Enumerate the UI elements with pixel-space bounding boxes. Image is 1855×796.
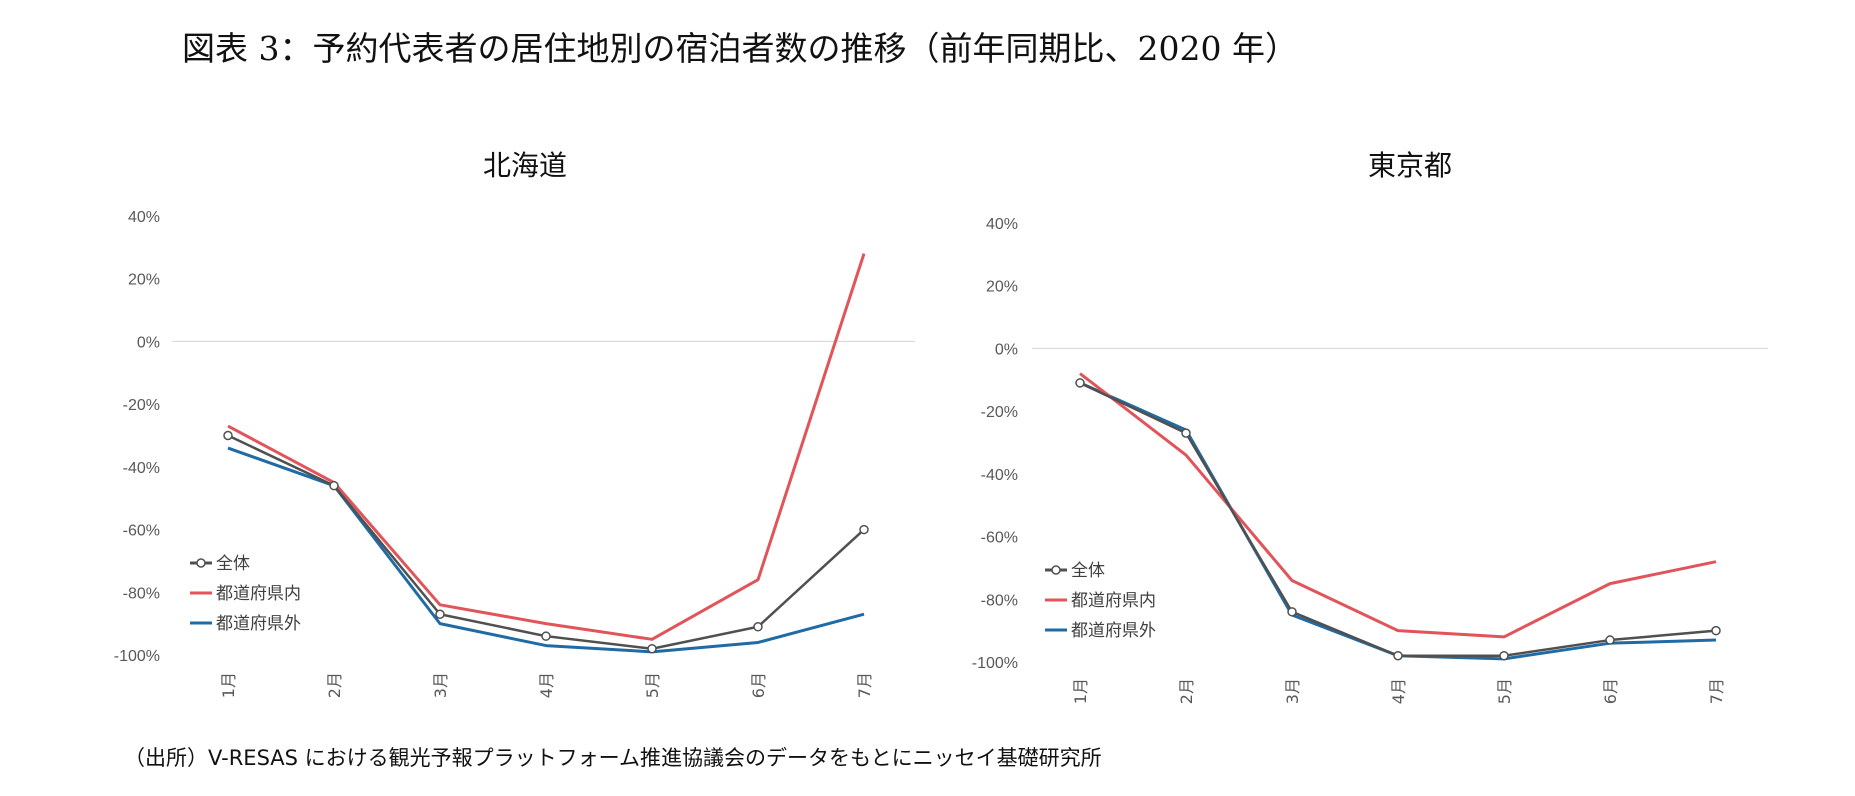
y-tick-label: 0% <box>995 341 1018 358</box>
x-tick-label: 2月 <box>325 672 344 698</box>
y-tick-label: -80% <box>981 592 1018 609</box>
x-tick-label: 1月 <box>1071 678 1090 704</box>
legend-label: 全体 <box>1071 561 1105 581</box>
chart-title: 北海道 <box>483 149 567 182</box>
data-point <box>647 643 657 654</box>
x-tick-label: 2月 <box>1177 678 1196 704</box>
data-point <box>753 622 763 632</box>
x-tick-label: 4月 <box>537 672 556 698</box>
data-point <box>1181 428 1191 438</box>
series-line-2 <box>1079 381 1717 661</box>
y-tick-label: 20% <box>986 279 1018 296</box>
data-point <box>329 480 339 491</box>
data-point <box>1075 378 1085 388</box>
x-tick-label: 3月 <box>431 672 450 698</box>
x-tick-label: 5月 <box>1495 678 1514 704</box>
figure-source: （出所）V-RESAS における観光予報プラットフォーム推進協議会のデータをもと… <box>124 746 1102 770</box>
chart-title: 東京都 <box>1368 149 1452 182</box>
x-tick-label: 1月 <box>219 672 238 698</box>
y-tick-label: -80% <box>123 585 160 602</box>
y-tick-label: 40% <box>986 216 1018 233</box>
y-tick-label: -40% <box>123 460 160 477</box>
y-tick-label: 40% <box>128 209 160 226</box>
figure-title: 図表 3：予約代表者の居住地別の宿泊者数の推移（前年同期比、2020 年） <box>182 29 1298 68</box>
series-line-1 <box>1079 372 1717 639</box>
x-tick-label: 7月 <box>855 672 874 698</box>
data-point <box>1499 650 1509 661</box>
data-point <box>1287 607 1297 617</box>
legend-label: 都道府県内 <box>216 584 301 604</box>
chart-hokkaido: 北海道 40% 20% 0% -20% -40% -60% -80% -100% 1月 2月 3月 4月… <box>114 149 915 698</box>
data-point <box>1711 625 1721 636</box>
data-point <box>1605 635 1615 645</box>
y-tick-label: -100% <box>114 648 160 665</box>
y-tick-label: -100% <box>972 655 1018 672</box>
y-tick-label: -60% <box>981 530 1018 547</box>
legend-marker <box>1051 565 1061 575</box>
x-tick-label: 7月 <box>1707 678 1726 704</box>
legend-marker <box>196 558 206 568</box>
y-tick-label: -40% <box>981 467 1018 484</box>
series-line-0 <box>227 434 865 650</box>
data-point <box>435 609 445 619</box>
x-tick-label: 6月 <box>749 672 768 698</box>
y-tick-label: 20% <box>128 272 160 289</box>
data-point <box>541 631 551 641</box>
y-tick-label: 0% <box>137 334 160 351</box>
x-tick-label: 4月 <box>1389 678 1408 704</box>
data-point <box>223 430 233 441</box>
chart-tokyo: 東京都 40% 20% 0% -20% -40% -60% -80% -100% 1月 2月 3月 4月… <box>972 149 1768 704</box>
legend-label: 都道府県外 <box>216 614 301 634</box>
y-tick-label: -20% <box>981 404 1018 421</box>
data-point <box>1393 650 1403 661</box>
legend-label: 全体 <box>216 554 250 574</box>
data-point <box>859 524 869 535</box>
legend-label: 都道府県内 <box>1071 591 1156 611</box>
series-line-1 <box>227 253 866 641</box>
legend-label: 都道府県外 <box>1071 621 1156 641</box>
y-tick-label: -60% <box>123 523 160 540</box>
x-tick-label: 3月 <box>1283 678 1302 704</box>
x-tick-label: 6月 <box>1601 678 1620 704</box>
x-tick-label: 5月 <box>643 672 662 698</box>
y-tick-label: -20% <box>123 397 160 414</box>
